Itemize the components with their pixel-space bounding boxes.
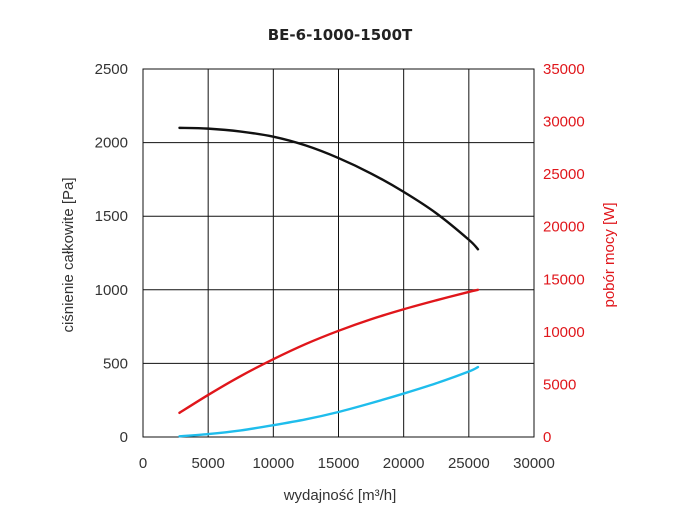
x-axis-label: wydajność [m³/h] bbox=[283, 487, 397, 504]
grid-layer bbox=[142, 68, 535, 438]
y-tick-label: 0 bbox=[120, 429, 128, 446]
power-curve bbox=[178, 288, 480, 415]
x-tick-label: 25000 bbox=[448, 455, 490, 472]
y2-tick-label: 15000 bbox=[543, 271, 585, 288]
y2-tick-label: 30000 bbox=[543, 114, 585, 131]
x-tick-label: 20000 bbox=[383, 455, 425, 472]
chart-title: BE-6-1000-1500T bbox=[268, 26, 413, 44]
y2-tick-label: 5000 bbox=[543, 376, 576, 393]
y-tick-label: 1000 bbox=[95, 282, 128, 299]
x-tick-label: 5000 bbox=[191, 455, 224, 472]
y2-tick-label: 10000 bbox=[543, 324, 585, 341]
y2-tick-label: 25000 bbox=[543, 166, 585, 183]
tick-layer: 0 5000 10000 15000 20000 25000 300000500100015… bbox=[95, 61, 585, 472]
y-tick-label: 2500 bbox=[95, 61, 128, 78]
y2-axis-label: pobór mocy [W] bbox=[601, 202, 618, 307]
x-tick-label: 0 bbox=[139, 455, 147, 472]
y-tick-label: 500 bbox=[103, 355, 128, 372]
y-axis-label: ciśnienie całkowite [Pa] bbox=[60, 177, 77, 332]
y-tick-label: 1500 bbox=[95, 208, 128, 225]
y2-tick-label: 0 bbox=[543, 429, 551, 446]
series-layer bbox=[178, 126, 480, 438]
y-tick-label: 2000 bbox=[95, 135, 128, 152]
x-tick-label: 15000 bbox=[318, 455, 360, 472]
x-tick-label: 30000 bbox=[513, 455, 555, 472]
y2-tick-label: 20000 bbox=[543, 219, 585, 236]
x-tick-label: 10000 bbox=[252, 455, 294, 472]
efficiency-curve bbox=[178, 365, 480, 438]
y2-tick-label: 35000 bbox=[543, 61, 585, 78]
pressure-curve bbox=[178, 126, 480, 251]
